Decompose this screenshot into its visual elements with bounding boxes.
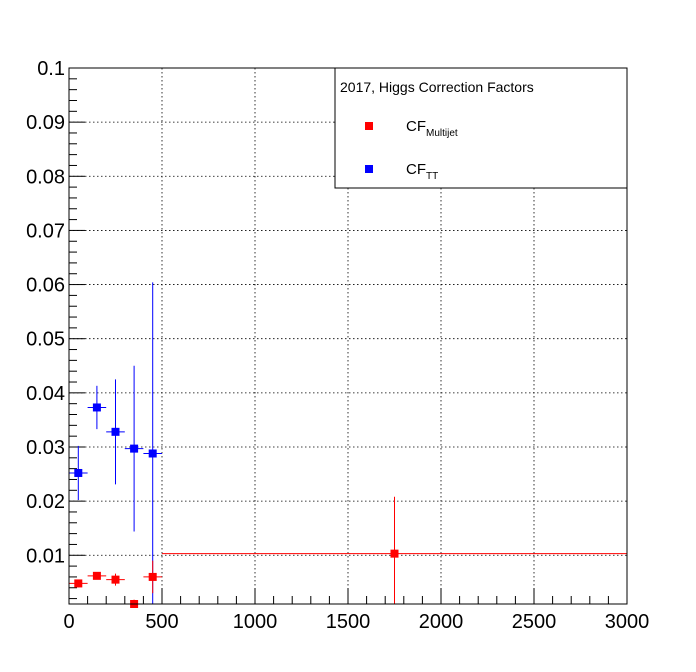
legend-label-tt-base: CF [406, 161, 426, 178]
cf-tt-marker [130, 444, 139, 453]
legend-marker-tt [365, 165, 373, 173]
y-tick-label: 0.01 [26, 545, 65, 567]
y-tick-label: 0.02 [26, 491, 65, 513]
cf-multijet-marker [92, 571, 101, 580]
legend-label-multijet-sub: Multijet [426, 128, 458, 139]
cf-multijet-marker [390, 549, 399, 558]
cf-multijet-marker [111, 575, 120, 584]
x-tick-label: 1500 [326, 611, 371, 633]
cf-tt-point [87, 385, 107, 430]
x-tick-label: 1000 [233, 611, 278, 633]
x-tick-label: 500 [145, 611, 178, 633]
legend-label-multijet-base: CF [406, 118, 426, 135]
cf-tt-point [124, 365, 144, 532]
legend-label-tt-sub: TT [426, 171, 438, 182]
legend-label-multijet: CFMultijet [406, 118, 458, 139]
x-axis-tick-labels: 0 500 1000 1500 2000 2500 3000 [63, 611, 649, 633]
x-tick-label: 0 [63, 611, 74, 633]
x-tick-label: 3000 [605, 611, 650, 633]
y-tick-label: 0.05 [26, 329, 65, 351]
legend-title: 2017, Higgs Correction Factors [340, 79, 534, 95]
legend-label-tt: CFTT [406, 161, 438, 182]
cf-tt-point [143, 282, 162, 604]
cf-tt-point [106, 379, 125, 485]
y-tick-label: 0.04 [26, 383, 65, 405]
y-tick-label: 0.03 [26, 437, 65, 459]
y-tick-label: 0.08 [26, 166, 65, 188]
cf-tt-marker [74, 468, 83, 477]
cf-tt-marker [111, 427, 120, 436]
y-tick-label: 0.07 [26, 220, 65, 242]
cf-tt-marker [92, 403, 101, 412]
cf-multijet-marker [148, 572, 157, 581]
legend-box [334, 67, 628, 189]
cf-multijet-point [87, 571, 107, 580]
cf-multijet-point [106, 573, 125, 586]
y-tick-label: 0.06 [26, 275, 65, 297]
cf-tt-marker [148, 449, 157, 458]
cf-multijet-point [162, 496, 627, 604]
y-tick-label: 0.1 [37, 58, 65, 80]
cf-multijet-point [69, 579, 88, 588]
series-layer [69, 282, 627, 608]
cf-tt-point [69, 445, 88, 501]
y-tick-label: 0.09 [26, 112, 65, 134]
cf-multijet-marker [74, 579, 83, 588]
x-tick-label: 2000 [419, 611, 464, 633]
legend-marker-multijet [365, 122, 373, 130]
cf-multijet-point [143, 560, 162, 594]
y-axis-tick-labels: 0.01 0.02 0.03 0.04 0.05 0.06 0.07 0.08 0.09 0.1 [26, 58, 65, 567]
legend: 2017, Higgs Correction Factors CFMultije… [334, 67, 628, 189]
x-tick-label: 2500 [512, 611, 557, 633]
